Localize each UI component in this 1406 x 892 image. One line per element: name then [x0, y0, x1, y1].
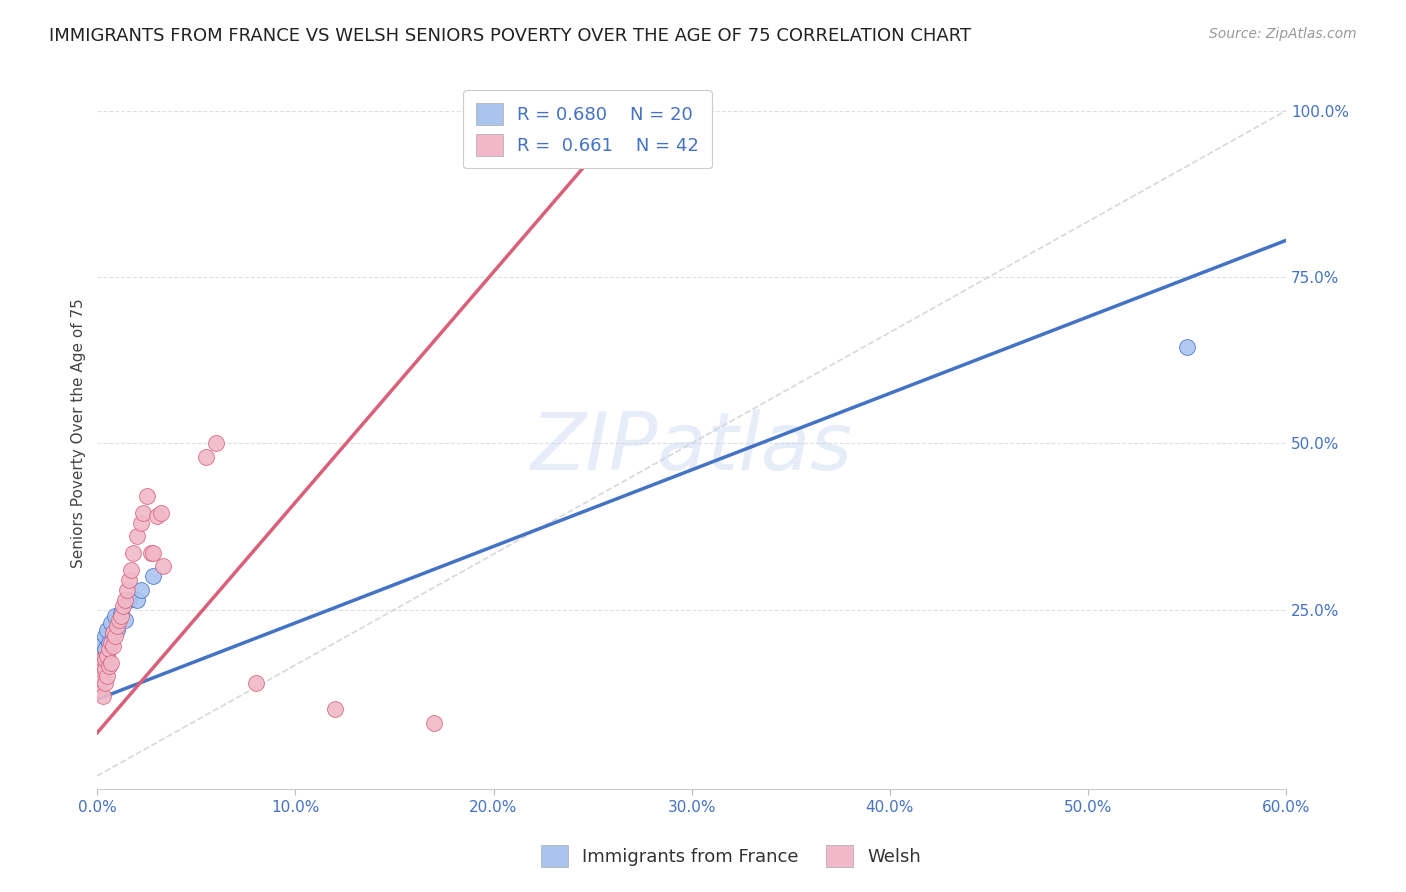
Point	[94, 642, 117, 657]
Point	[105, 619, 128, 633]
Point	[132, 506, 155, 520]
Y-axis label: Seniors Poverty Over the Age of 75: Seniors Poverty Over the Age of 75	[72, 299, 86, 568]
Point	[103, 625, 125, 640]
Point	[91, 652, 114, 666]
Point	[118, 573, 141, 587]
Legend: Immigrants from France, Welsh: Immigrants from France, Welsh	[534, 838, 928, 874]
Point	[423, 715, 446, 730]
Point	[114, 613, 136, 627]
Point	[96, 623, 118, 637]
Point	[91, 659, 114, 673]
Point	[146, 509, 169, 524]
Point	[104, 609, 127, 624]
Point	[91, 662, 114, 676]
Text: IMMIGRANTS FROM FRANCE VS WELSH SENIORS POVERTY OVER THE AGE OF 75 CORRELATION C: IMMIGRANTS FROM FRANCE VS WELSH SENIORS …	[49, 27, 972, 45]
Point	[129, 582, 152, 597]
Text: ZIPatlas: ZIPatlas	[530, 409, 852, 486]
Point	[96, 652, 118, 666]
Point	[120, 563, 142, 577]
Point	[245, 675, 267, 690]
Point	[94, 652, 117, 666]
Point	[125, 592, 148, 607]
Point	[103, 639, 125, 653]
Point	[90, 639, 112, 653]
Point	[105, 623, 128, 637]
Point	[94, 675, 117, 690]
Point	[195, 450, 218, 464]
Point	[89, 682, 111, 697]
Text: Source: ZipAtlas.com: Source: ZipAtlas.com	[1209, 27, 1357, 41]
Point	[94, 629, 117, 643]
Point	[149, 506, 172, 520]
Point	[125, 529, 148, 543]
Point	[135, 490, 157, 504]
Point	[94, 662, 117, 676]
Point	[1175, 340, 1198, 354]
Point	[142, 546, 165, 560]
Point	[129, 516, 152, 530]
Point	[98, 659, 121, 673]
Point	[103, 625, 125, 640]
Point	[91, 689, 114, 703]
Point	[152, 559, 174, 574]
Point	[114, 592, 136, 607]
Point	[90, 662, 112, 676]
Point	[112, 599, 135, 614]
Point	[100, 656, 122, 670]
Point	[139, 546, 162, 560]
Point	[100, 636, 122, 650]
Point	[89, 665, 111, 680]
Point	[90, 673, 112, 687]
Point	[118, 592, 141, 607]
Point	[89, 652, 111, 666]
Point	[98, 642, 121, 657]
Point	[96, 669, 118, 683]
Point	[96, 649, 118, 664]
Point	[142, 569, 165, 583]
Point	[98, 636, 121, 650]
Point	[104, 629, 127, 643]
Point	[110, 609, 132, 624]
Point	[122, 546, 145, 560]
Legend: R = 0.680    N = 20, R =  0.661    N = 42: R = 0.680 N = 20, R = 0.661 N = 42	[463, 90, 711, 169]
Point	[100, 615, 122, 630]
Point	[205, 436, 228, 450]
Point	[323, 702, 346, 716]
Point	[115, 582, 138, 597]
Point	[110, 606, 132, 620]
Point	[91, 646, 114, 660]
Point	[108, 613, 131, 627]
